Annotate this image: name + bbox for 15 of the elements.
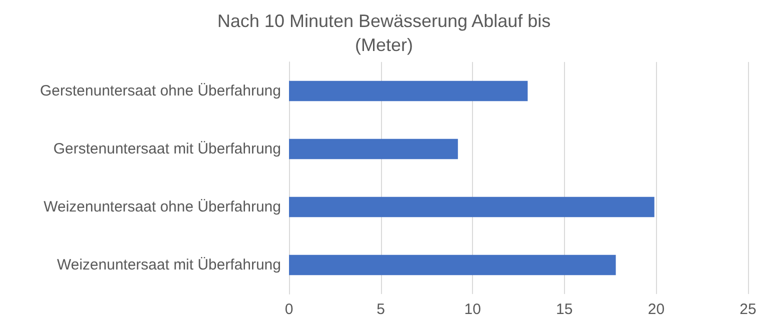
chart-title: Nach 10 Minuten Bewässerung Ablauf bis (Meter) <box>217 11 551 55</box>
x-tick-label: 15 <box>556 301 573 318</box>
y-tick-label: Weizenuntersaat ohne Überfahrung <box>44 198 281 216</box>
y-tick-label: Gerstenuntersaat ohne Überfahrung <box>40 82 281 100</box>
bar <box>289 254 616 276</box>
bar <box>289 196 654 218</box>
x-tick-label: 0 <box>284 301 294 318</box>
x-tick-label: 5 <box>376 301 385 318</box>
x-tick-label: 10 <box>464 301 481 318</box>
y-tick-label: Weizenuntersaat mit Überfahrung <box>56 256 281 274</box>
bar <box>289 138 458 160</box>
x-tick-label: 20 <box>648 301 665 318</box>
x-tick-label: 25 <box>740 301 756 318</box>
bar <box>289 80 528 102</box>
y-tick-label: Gerstenuntersaat mit Überfahrung <box>53 140 281 158</box>
